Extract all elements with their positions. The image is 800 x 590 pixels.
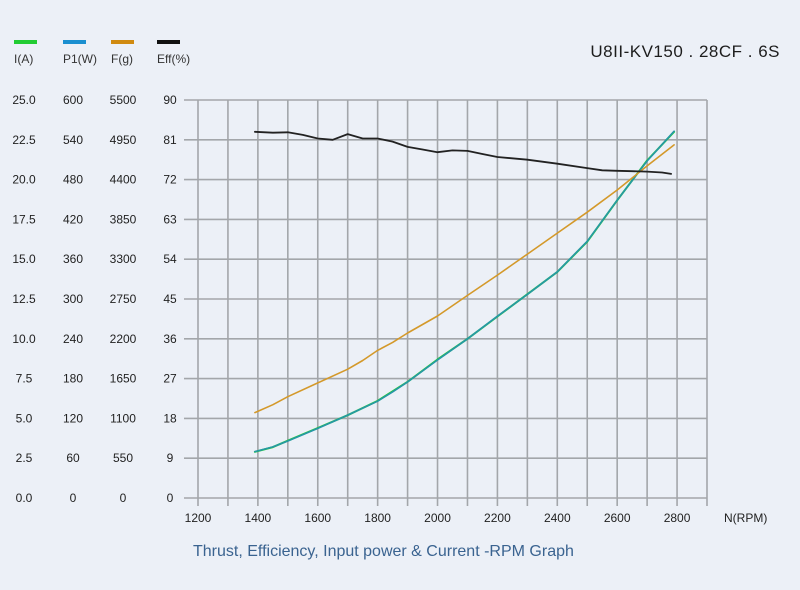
y-tick-labels: 0.0 2.5 5.0 7.5 10.0 12.5 15.0 17.5 20.0 22.5 25.0… <box>12 93 177 505</box>
y-tick-label: 600 <box>63 93 83 107</box>
y-tick-label: 4400 <box>110 173 137 187</box>
series-line-f-g <box>254 144 675 414</box>
y-tick-label: 90 <box>163 93 177 107</box>
series-line-p1-w <box>254 130 675 453</box>
y-tick-label: 7.5 <box>16 372 33 386</box>
y-tick-label: 60 <box>66 451 80 465</box>
y-tick-label: 18 <box>163 411 177 425</box>
x-tick-label: 1800 <box>364 511 391 525</box>
y-tick-label: 17.5 <box>12 212 36 226</box>
y-tick-label: 5.0 <box>16 411 33 425</box>
chart-caption: Thrust, Efficiency, Input power & Curren… <box>193 543 574 560</box>
y-tick-label: 420 <box>63 212 83 226</box>
x-tick-label: 1200 <box>185 511 212 525</box>
y-tick-label: 22.5 <box>12 133 36 147</box>
y-tick-label: 2200 <box>110 332 137 346</box>
y-tick-label: 0 <box>70 491 77 505</box>
x-tick-labels: 1200 1400 1600 1800 2000 2200 2400 2600 2800 <box>185 511 691 525</box>
y-tick-label: 36 <box>163 332 177 346</box>
y-tick-label: 0.0 <box>16 491 33 505</box>
y-tick-label: 3850 <box>110 212 137 226</box>
chart-series <box>253 130 676 453</box>
y-tick-label: 20.0 <box>12 173 36 187</box>
legend-swatch <box>14 40 37 44</box>
y-tick-label: 72 <box>163 173 177 187</box>
y-tick-label: 540 <box>63 133 83 147</box>
legend-label: F(g) <box>111 52 133 66</box>
y-tick-label: 81 <box>163 133 177 147</box>
y-tick-label: 15.0 <box>12 252 36 266</box>
y-tick-label: 10.0 <box>12 332 36 346</box>
y-tick-label: 2750 <box>110 292 137 306</box>
legend-label: I(A) <box>14 52 34 66</box>
y-tick-label: 25.0 <box>12 93 36 107</box>
y-tick-label: 240 <box>63 332 83 346</box>
y-tick-label: 3300 <box>110 252 137 266</box>
y-tick-label: 180 <box>63 372 83 386</box>
legend-label: Eff(%) <box>157 52 191 66</box>
motor-model-title: U8II-KV150 . 28CF . 6S <box>590 42 780 61</box>
legend-swatch <box>63 40 86 44</box>
y-tick-label: 45 <box>163 292 177 306</box>
y-tick-label: 1650 <box>110 372 137 386</box>
y-tick-label: 0 <box>120 491 127 505</box>
y-tick-label: 120 <box>63 411 83 425</box>
x-tick-label: 2000 <box>424 511 451 525</box>
y-tick-label: 9 <box>167 451 174 465</box>
x-tick-label: 2600 <box>604 511 631 525</box>
y-tick-label: 4950 <box>110 133 137 147</box>
y-tick-label: 5500 <box>110 93 137 107</box>
y-tick-label: 12.5 <box>12 292 36 306</box>
x-tick-label: 2400 <box>544 511 571 525</box>
x-tick-label: 2800 <box>664 511 691 525</box>
y-tick-label: 480 <box>63 173 83 187</box>
y-tick-label: 27 <box>163 372 177 386</box>
y-tick-label: 1100 <box>110 411 136 425</box>
x-tick-label: 2200 <box>484 511 511 525</box>
legend-swatch <box>111 40 134 44</box>
legend-swatch <box>157 40 180 44</box>
series-line-eff <box>253 130 672 175</box>
legend-label: P1(W) <box>63 52 97 66</box>
y-tick-label: 63 <box>163 212 177 226</box>
y-tick-label: 0 <box>167 491 174 505</box>
y-tick-label: 550 <box>113 451 133 465</box>
chart-grid <box>184 99 708 506</box>
y-tick-label: 54 <box>163 252 177 266</box>
y-tick-label: 360 <box>63 252 83 266</box>
x-axis-label: N(RPM) <box>724 511 767 525</box>
x-tick-label: 1400 <box>245 511 272 525</box>
y-tick-label: 2.5 <box>16 451 33 465</box>
y-tick-label: 300 <box>63 292 83 306</box>
x-tick-label: 1600 <box>304 511 331 525</box>
